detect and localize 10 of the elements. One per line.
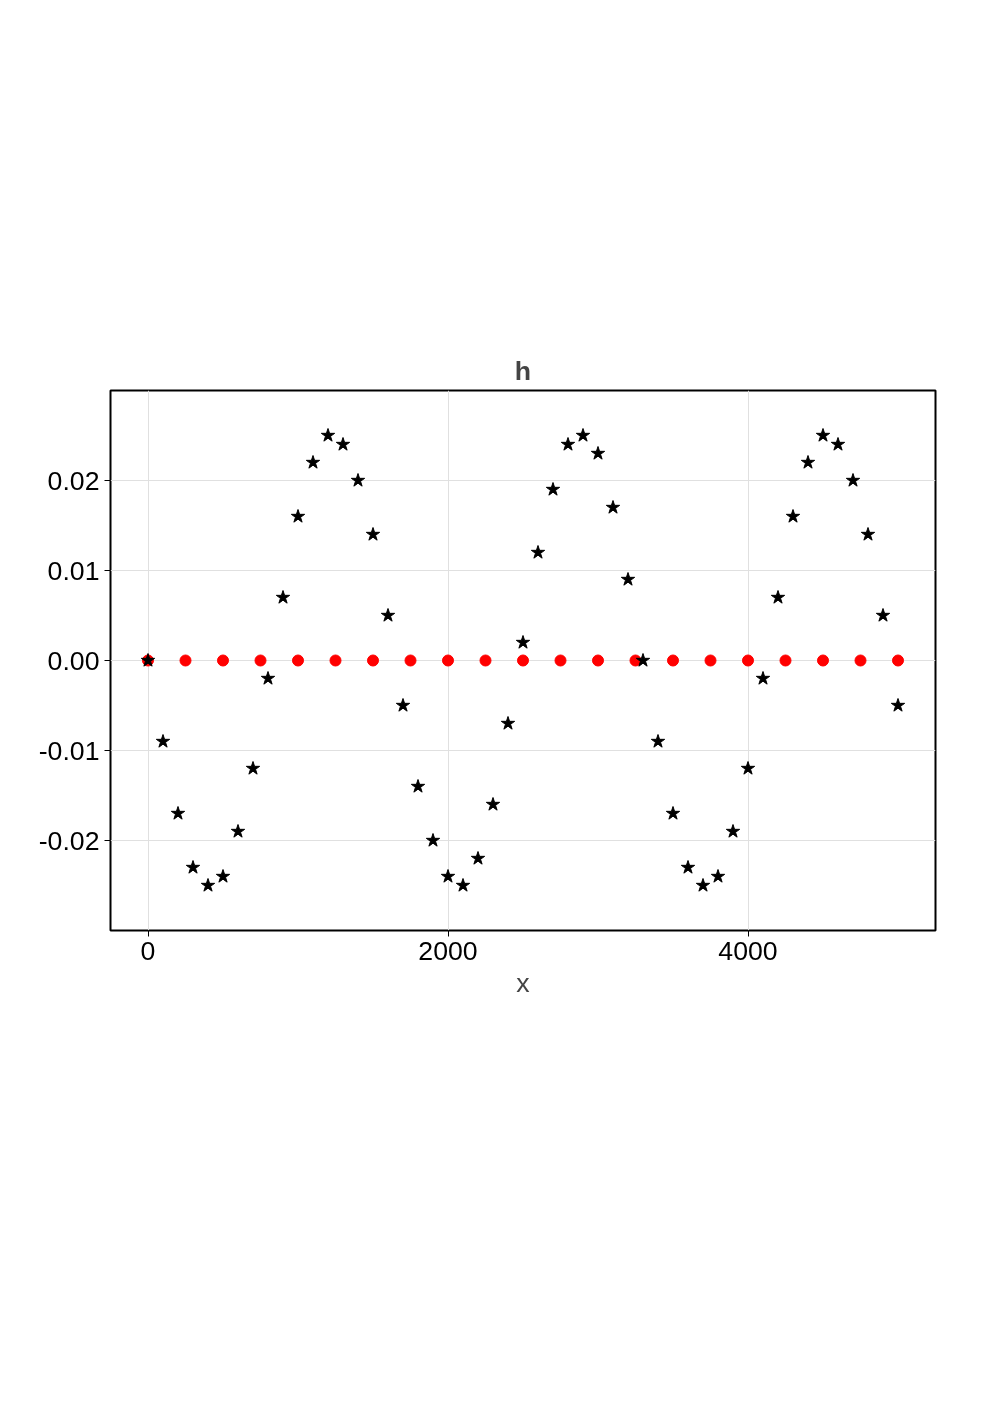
y-tick-label: 0.01 [47,555,100,586]
x-tick-label: 0 [140,935,156,966]
x-axis-title: x [516,967,531,998]
y-tick-label: 0.00 [47,645,100,676]
x-tick-label: 2000 [418,935,478,966]
x-tick-label: 4000 [718,935,778,966]
y-tick-label: -0.02 [38,825,100,856]
chart-title: h [514,355,532,386]
y-tick-label: 0.02 [47,465,100,496]
y-tick-label: -0.01 [38,735,100,766]
